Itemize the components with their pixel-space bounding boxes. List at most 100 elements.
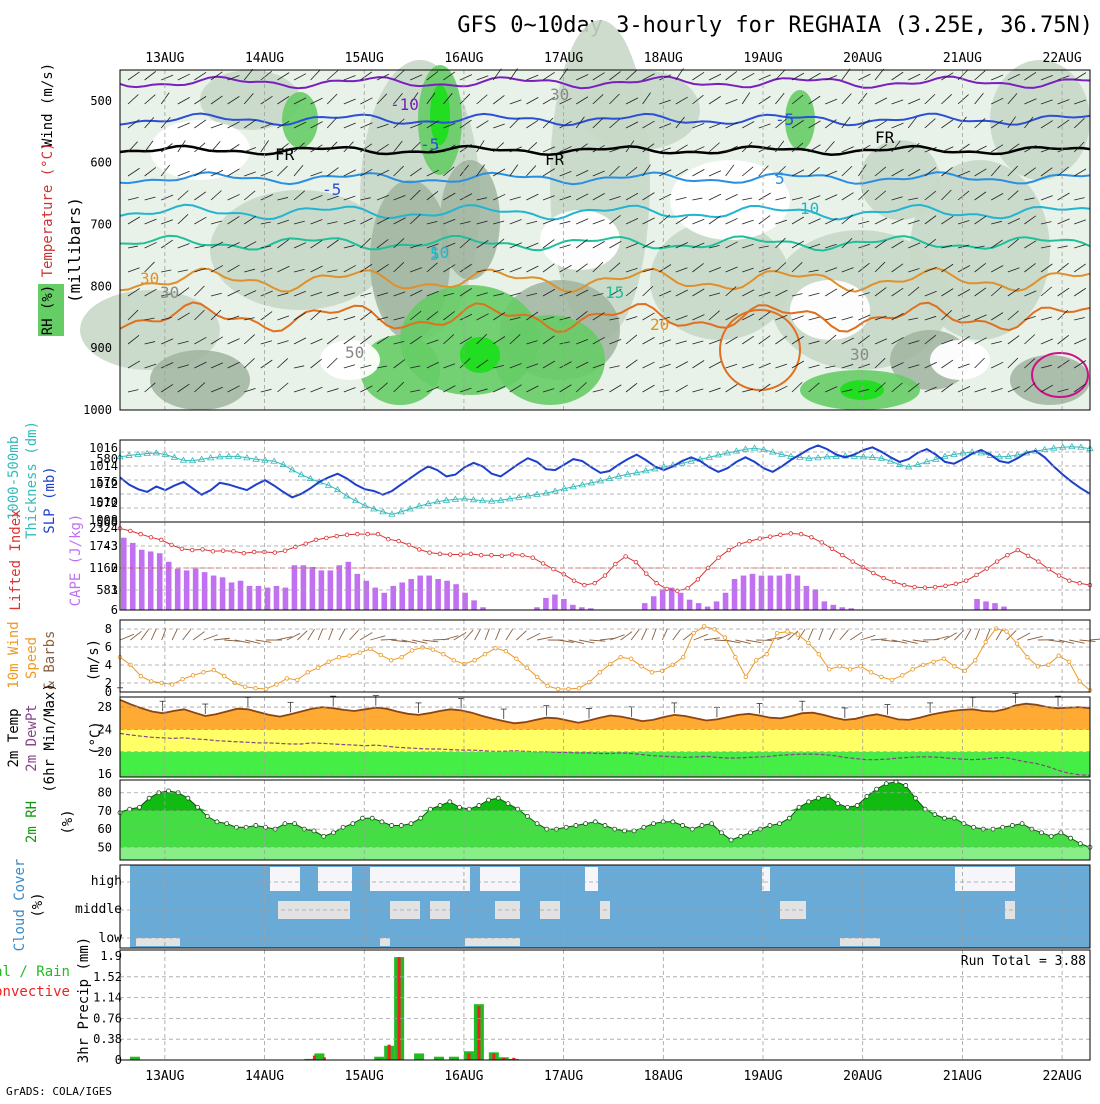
wind10m-barb (308, 629, 315, 640)
lifted-index-marker (644, 572, 648, 576)
wind10m-speed-marker (181, 677, 185, 681)
cape-bar (714, 601, 720, 610)
wind10m-speed-marker (556, 687, 560, 691)
wind10m-speed-marker (692, 631, 696, 635)
wind10m-barb (840, 630, 849, 640)
wind10m-speed-marker (629, 657, 633, 661)
cape-bar (390, 586, 396, 610)
date-label-bottom: 17AUG (544, 1069, 583, 1084)
wind10m-tick: 8 (105, 622, 112, 636)
wind10m-speed-marker (734, 655, 738, 659)
cape-bar (310, 567, 316, 610)
rh-marker (710, 822, 714, 826)
wind10m-label-c: & Barbs (42, 630, 58, 689)
thickness-marker (1069, 444, 1075, 449)
cape-bar (121, 538, 127, 610)
precip-conv-bar (477, 1006, 480, 1060)
contour-label: 30 (140, 269, 159, 288)
wind10m-barb (370, 636, 385, 640)
wind10m-speed-marker (358, 651, 362, 655)
wind10m-barb (381, 639, 397, 640)
lifted-index-marker (799, 532, 803, 536)
lifted-index-marker (882, 576, 886, 580)
precip-conv-bar (313, 1056, 316, 1060)
cape-bar (301, 565, 307, 610)
temp-band-yellow (120, 729, 1090, 751)
rh-marker (700, 823, 704, 827)
wind10m-speed-marker (400, 655, 404, 659)
rh-marker (816, 796, 820, 800)
wind10m-speed-marker (577, 686, 581, 690)
lifted-index-marker (417, 548, 421, 552)
lifted-index-marker (954, 582, 958, 586)
cape-bar (337, 565, 343, 610)
rh-marker (167, 789, 171, 793)
cloud-level-label: low (99, 931, 123, 946)
wind10m-barb (704, 638, 720, 640)
wind10m-speed-marker (379, 653, 383, 657)
wind10m-speed-marker (202, 671, 206, 675)
contour-label: -5 (322, 180, 341, 199)
wind10m-speed-marker (848, 668, 852, 672)
wind10m-speed-marker (1015, 642, 1019, 646)
temp-tick: 28 (98, 700, 112, 714)
cloud-level-label: high (91, 874, 122, 889)
lifted-index-marker (242, 551, 246, 555)
lifted-index-marker (593, 581, 597, 585)
cape-bar (471, 600, 477, 610)
pressure-tick: 600 (90, 156, 112, 170)
pressure-tick: 700 (90, 218, 112, 232)
lifted-index-marker (469, 552, 473, 556)
cape-bar (238, 581, 244, 610)
precip-frame (120, 950, 1090, 1060)
date-label-top: 20AUG (843, 51, 882, 66)
wind10m-speed-marker (421, 646, 425, 650)
wind10m-speed-marker (963, 669, 967, 673)
wind10m-speed-marker (473, 658, 477, 662)
wind10m-speed-marker (775, 631, 779, 635)
lifted-index-marker (500, 554, 504, 558)
date-label-top: 15AUG (345, 51, 384, 66)
run-total: Run Total = 3.88 (961, 954, 1086, 969)
date-label-bottom: 15AUG (345, 1069, 384, 1084)
wind10m-speed-marker (681, 655, 685, 659)
wind10m-speed-marker (525, 666, 529, 670)
wind10m-speed-marker (890, 678, 894, 682)
wind10m-speed-marker (452, 658, 456, 662)
wind10m-barb (495, 629, 500, 640)
rh-marker (390, 823, 394, 827)
wind10m-barb (475, 629, 481, 640)
wind10m-speed-marker (337, 655, 341, 659)
rh-marker (1040, 831, 1044, 835)
rh-marker (622, 829, 626, 833)
rh-marker (312, 829, 316, 833)
precip-tick: 1.9 (100, 949, 122, 963)
wind10m-speed-marker (796, 633, 800, 637)
rh-marker (506, 802, 510, 806)
wind10m-barb (986, 628, 991, 640)
wind10m-barb (183, 630, 191, 640)
date-label-top: 21AUG (943, 51, 982, 66)
contour-label: -5 (420, 135, 439, 154)
lifted-index-marker (201, 548, 205, 552)
lifted-index-marker (139, 532, 143, 536)
date-label-bottom: 21AUG (943, 1069, 982, 1084)
wind10m-speed-marker (754, 658, 758, 662)
lifted-index-line (120, 528, 1090, 591)
chart-title: GFS 0~10day 3-hourly for REGHAIA (3.25E,… (457, 13, 1093, 38)
rh-marker (574, 823, 578, 827)
lifted-index-marker (211, 550, 215, 554)
rh-marker (739, 834, 743, 838)
cape-bar (283, 588, 289, 610)
wind10m-tick: 4 (105, 658, 112, 672)
wind10m-barb (808, 629, 813, 640)
wind10m-barb (642, 629, 647, 640)
rh-marker (399, 823, 403, 827)
temp-label-d: (°C) (88, 721, 104, 755)
lifted-index-marker (727, 548, 731, 552)
precip-label-a: Total / Rain (0, 964, 70, 980)
precip-tick: 0.76 (93, 1011, 122, 1025)
cape-label: CAPE (J/kg) (68, 514, 84, 607)
wind10m-speed-marker (1026, 655, 1030, 659)
wind10m-speed-marker (243, 685, 247, 689)
